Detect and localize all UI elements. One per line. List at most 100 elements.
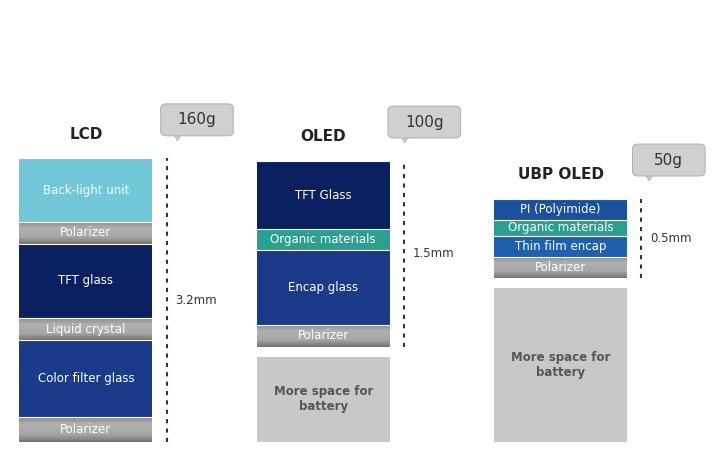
Text: Polarizer: Polarizer [60,226,111,239]
Bar [257,335,390,336]
Text: Organic materials: Organic materials [508,221,614,234]
Text: Thin film encap: Thin film encap [515,240,606,253]
Bar [19,318,152,319]
Bar [19,230,152,231]
FancyBboxPatch shape [161,104,233,136]
Bar [257,342,390,343]
Bar [19,420,152,421]
Bar [494,199,627,219]
Bar [494,260,627,261]
Bar [257,329,390,330]
Bar [19,330,152,331]
Bar [19,232,152,233]
Bar [19,438,152,439]
Bar [19,429,152,430]
Bar [19,222,152,223]
Text: Organic materials: Organic materials [271,234,376,246]
Bar [19,329,152,330]
Text: 100g: 100g [405,114,443,130]
Bar [19,434,152,435]
Bar [19,417,152,418]
Bar [19,225,152,226]
Bar [257,344,390,345]
Bar [257,331,390,332]
Text: 3.2mm: 3.2mm [175,294,217,307]
Bar [19,435,152,436]
Bar [19,335,152,336]
Bar [257,345,390,346]
Bar [494,288,627,442]
Text: Polarizer: Polarizer [60,423,111,436]
Bar [257,338,390,339]
Polygon shape [173,131,183,141]
Bar [19,440,152,441]
Text: 1.5mm: 1.5mm [413,247,454,260]
Bar [257,340,390,341]
Bar [19,419,152,420]
Bar [257,325,390,326]
Bar [494,272,627,273]
Bar [494,262,627,263]
Text: LCD: LCD [69,127,103,142]
Bar [19,333,152,334]
Bar [19,334,152,335]
Bar [257,161,390,229]
Text: More space for
battery: More space for battery [511,351,610,379]
Bar [19,234,152,235]
Bar [19,226,152,227]
Bar [19,240,152,241]
Bar [19,241,152,242]
Bar [19,235,152,236]
Bar [494,266,627,267]
Text: Encap glass: Encap glass [288,281,358,294]
Bar [19,340,152,417]
Bar [643,171,657,172]
Bar [257,251,390,325]
Bar [494,236,627,257]
Bar [19,236,152,237]
Bar [494,267,627,268]
Bar [494,274,627,275]
Bar [19,435,152,436]
Text: TFT Glass: TFT Glass [295,188,352,202]
Text: TFT glass: TFT glass [58,275,113,287]
Bar [257,333,390,334]
Bar [257,327,390,328]
Bar [19,327,152,328]
Bar [494,271,627,272]
Bar [19,328,152,329]
Bar [257,337,390,338]
Bar [399,132,412,134]
Bar [19,319,152,320]
Bar [19,423,152,424]
Bar [19,339,152,340]
Bar [19,337,152,338]
Bar [494,270,627,271]
Bar [19,233,152,234]
Text: Color filter glass: Color filter glass [38,372,134,385]
Bar [19,319,152,320]
Bar [19,224,152,225]
Bar [19,238,152,239]
Bar [257,344,390,345]
Text: PI (Polyimide): PI (Polyimide) [521,203,601,216]
Bar [19,322,152,323]
Bar [494,261,627,262]
Bar [257,341,390,342]
Bar [19,331,152,332]
Text: Liquid crystal: Liquid crystal [46,323,126,336]
Bar [494,275,627,276]
Bar [494,259,627,260]
Bar [19,426,152,427]
Bar [19,431,152,432]
Bar [257,357,390,442]
Bar [257,334,390,335]
Bar [494,268,627,269]
Bar [19,237,152,238]
FancyBboxPatch shape [388,106,461,138]
Bar [257,326,390,327]
Bar [257,327,390,328]
Text: More space for
battery: More space for battery [274,385,373,414]
Bar [494,274,627,275]
Bar [19,437,152,438]
